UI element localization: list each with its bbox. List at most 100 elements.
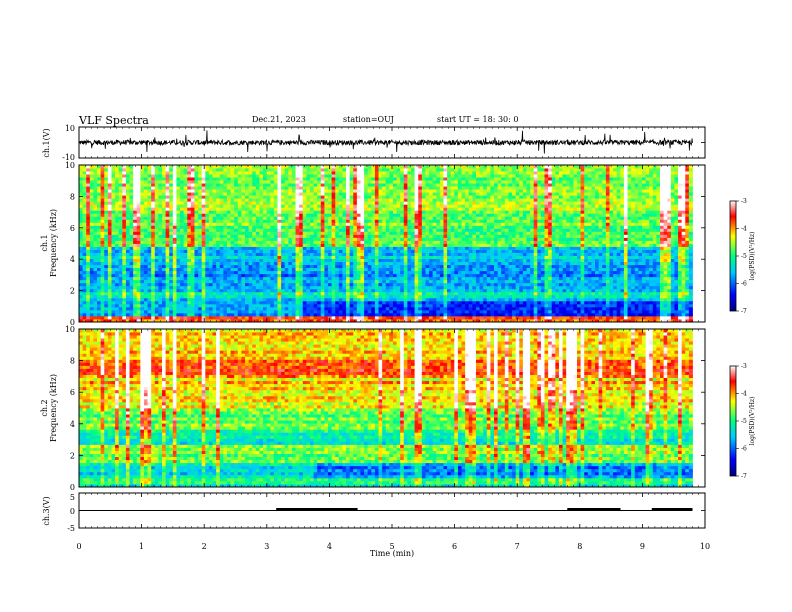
spectrogram-cell <box>252 268 256 271</box>
spectrogram-cell <box>646 283 650 286</box>
spectrogram-cell <box>166 292 170 295</box>
spectrogram-cell <box>664 256 668 259</box>
spectrogram-cell <box>342 240 346 243</box>
spectrogram-cell <box>202 289 206 292</box>
spectrogram-cell <box>360 301 364 304</box>
spectrogram-cell <box>534 256 538 259</box>
spectrogram-cell <box>194 237 198 240</box>
spectrogram-cell <box>480 256 484 259</box>
spectrogram-cell <box>606 259 610 262</box>
spectrogram-cell <box>126 280 130 283</box>
spectrogram-cell <box>158 283 162 286</box>
spectrogram-cell <box>310 277 314 280</box>
spectrogram-cell <box>548 295 552 298</box>
spectrogram-cell <box>649 256 653 259</box>
spectrogram-cell <box>425 271 429 274</box>
spectrogram-cell <box>83 256 87 259</box>
spectrogram-cell <box>173 265 177 268</box>
spectrogram-cell <box>364 289 368 292</box>
spectrogram-cell <box>277 298 281 301</box>
spectrogram-cell <box>400 256 404 259</box>
spectrogram-cell <box>512 247 516 250</box>
spectrogram-cell <box>122 289 126 292</box>
spectrogram-cell <box>158 301 162 304</box>
spectrogram-cell <box>220 247 224 250</box>
spectrogram-cell <box>476 240 480 243</box>
spectrogram-cell <box>288 286 292 289</box>
spectrogram-cell <box>119 274 123 277</box>
spectrogram-cell <box>642 295 646 298</box>
spectrogram-cell <box>440 310 444 313</box>
spectrogram-cell <box>314 283 318 286</box>
spectrogram-cell <box>310 271 314 274</box>
spectrogram-cell <box>465 250 469 253</box>
spectrogram-cell <box>480 244 484 247</box>
spectrogram-cell <box>296 286 300 289</box>
spectrogram-cell <box>508 310 512 313</box>
spectrogram-cell <box>552 265 556 268</box>
spectrogram-cell <box>613 307 617 310</box>
spectrogram-cell <box>137 271 141 274</box>
spectrogram-cell <box>519 262 523 265</box>
spectrogram-cell <box>360 259 364 262</box>
spectrogram-cell <box>227 277 231 280</box>
spectrogram-cell <box>368 307 372 310</box>
spectrogram-cell <box>451 295 455 298</box>
spectrogram-cell <box>292 277 296 280</box>
spectrogram-cell <box>624 244 628 247</box>
spectrogram-cell <box>209 316 213 319</box>
spectrogram-cell <box>306 274 310 277</box>
spectrogram-cell <box>397 316 401 319</box>
spectrogram-cell <box>545 274 549 277</box>
spectrogram-cell <box>642 298 646 301</box>
spectrogram-cell <box>292 271 296 274</box>
spectrogram-cell <box>101 244 105 247</box>
spectrogram-cell <box>187 237 191 240</box>
spectrogram-cell <box>169 316 173 319</box>
spectrogram-cell <box>371 253 375 256</box>
spectrogram-cell <box>462 313 466 316</box>
spectrogram-cell <box>324 262 328 265</box>
spectrogram-cell <box>664 277 668 280</box>
spectrogram-cell <box>537 289 541 292</box>
spectrogram-cell <box>90 271 94 274</box>
spectrogram-cell <box>270 289 274 292</box>
spectrogram-cell <box>83 265 87 268</box>
spectrogram-cell <box>613 298 617 301</box>
spectrogram-cell <box>205 283 209 286</box>
spectrogram-cell <box>151 259 155 262</box>
spectrogram-cell <box>581 310 585 313</box>
spectrogram-cell <box>498 277 502 280</box>
spectrogram-cell <box>476 265 480 268</box>
spectrogram-cell <box>119 271 123 274</box>
spectrogram-cell <box>541 277 545 280</box>
spectrogram-cell <box>256 307 260 310</box>
spectrogram-cell <box>570 280 574 283</box>
spectrogram-cell <box>339 286 343 289</box>
spectrogram-cell <box>277 237 281 240</box>
spectrogram-cell <box>375 292 379 295</box>
spectrogram-cell <box>541 259 545 262</box>
spectrogram-cell <box>111 280 115 283</box>
spectrogram-cell <box>216 292 220 295</box>
spectrogram-cell <box>137 313 141 316</box>
spectrogram-cell <box>346 313 350 316</box>
spectrogram-cell <box>429 262 433 265</box>
spectrogram-cell <box>422 304 426 307</box>
spectrogram-cell <box>317 283 321 286</box>
spectrogram-cell <box>382 295 386 298</box>
spectrogram-cell <box>328 250 332 253</box>
spectrogram-cell <box>584 274 588 277</box>
spectrogram-cell <box>111 301 115 304</box>
spectrogram-cell <box>563 286 567 289</box>
spectrogram-cell <box>267 277 271 280</box>
spectrogram-cell <box>599 274 603 277</box>
spectrogram-cell <box>83 253 87 256</box>
spectrogram-cell <box>563 259 567 262</box>
spectrogram-cell <box>209 250 213 253</box>
spectrogram-cell <box>252 295 256 298</box>
spectrogram-cell <box>425 247 429 250</box>
spectrogram-cell <box>682 307 686 310</box>
spectrogram-cell <box>176 292 180 295</box>
spectrogram-cell <box>617 271 621 274</box>
